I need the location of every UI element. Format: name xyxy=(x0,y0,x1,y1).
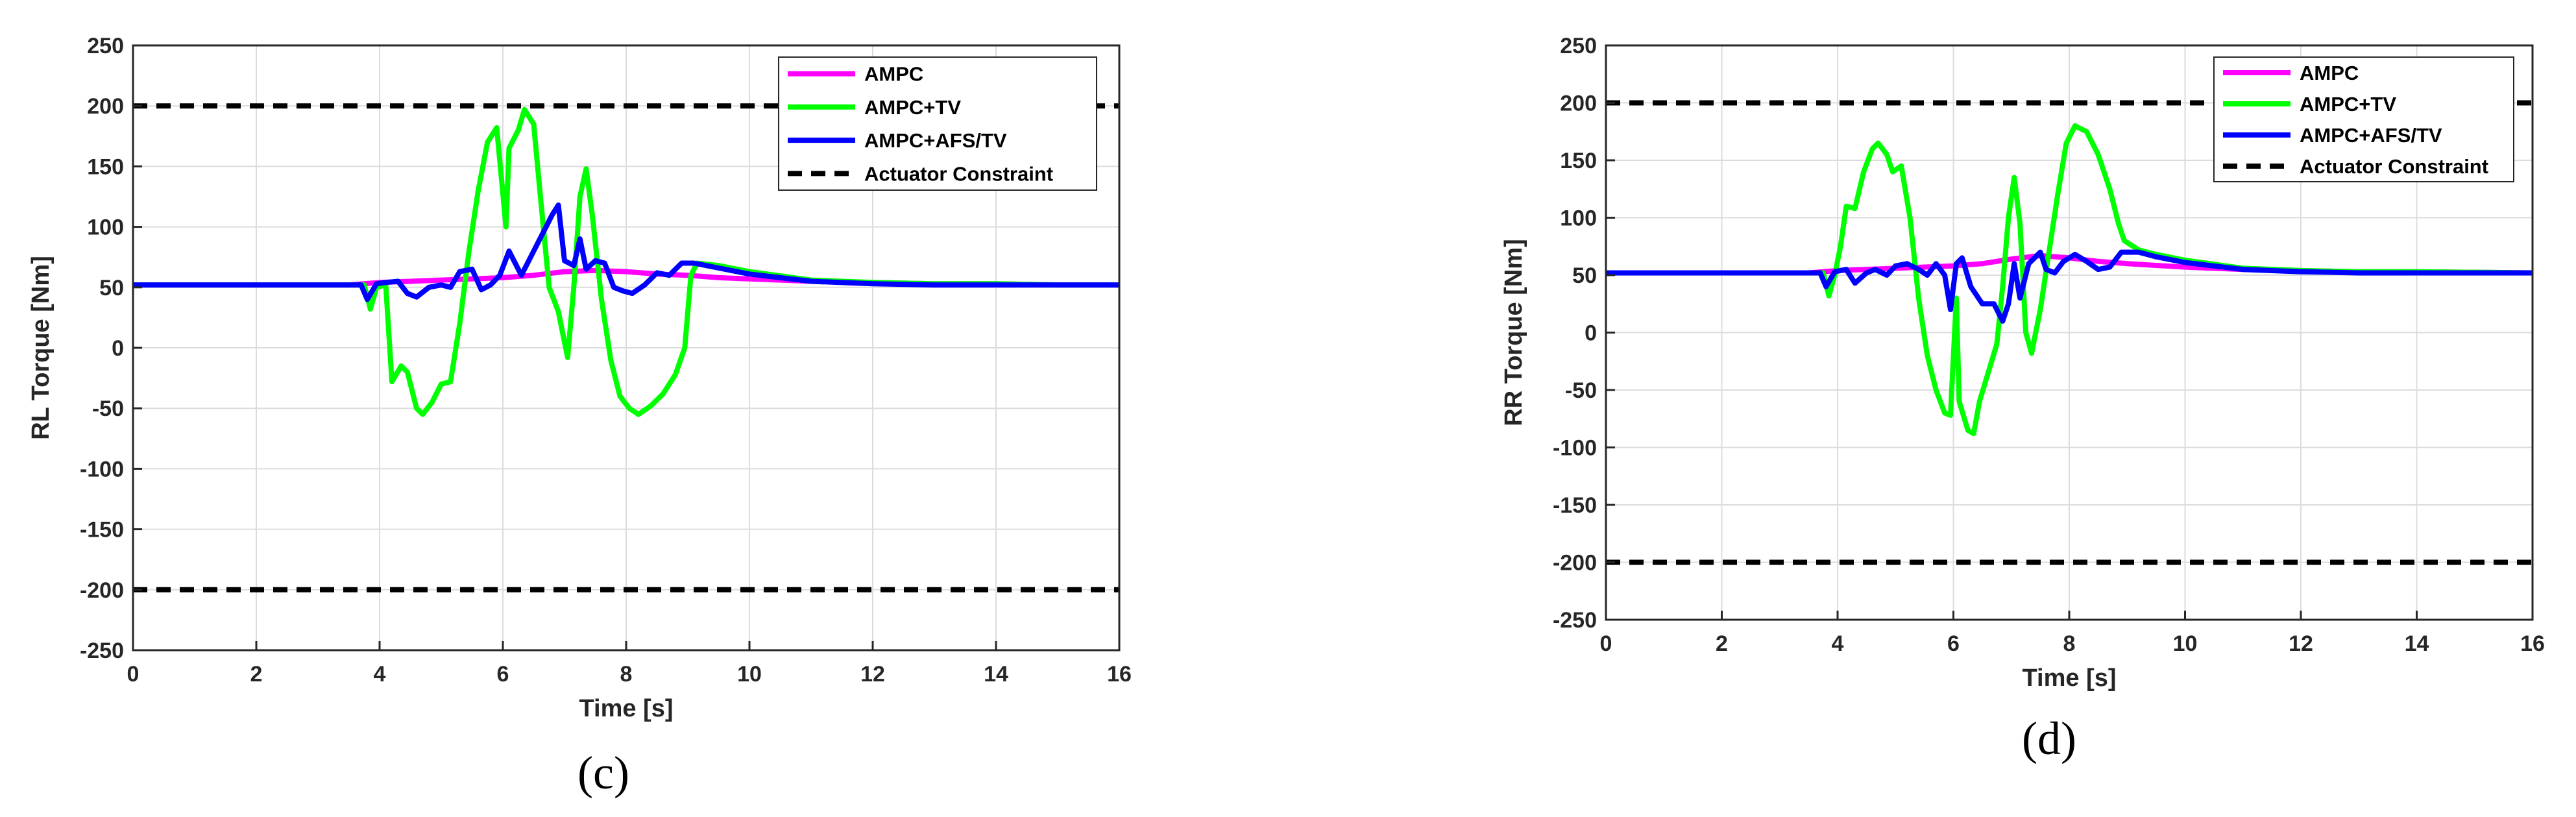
x-tick-label: 10 xyxy=(2173,631,2198,656)
y-axis-title: RR Torque [Nm] xyxy=(1500,239,1527,426)
y-tick-label: -150 xyxy=(80,518,124,543)
y-tick-label: -250 xyxy=(80,639,124,663)
figure-caption: (c) xyxy=(577,747,629,799)
y-tick-label: -150 xyxy=(1553,493,1597,518)
y-tick-label: 50 xyxy=(1572,263,1597,288)
y-tick-label: 0 xyxy=(112,336,124,361)
x-tick-label: 6 xyxy=(497,662,509,687)
figure-caption: (d) xyxy=(2022,713,2076,764)
x-tick-label: 2 xyxy=(250,662,263,687)
y-tick-label: 50 xyxy=(99,276,124,300)
y-tick-label: -50 xyxy=(1565,378,1597,403)
x-tick-label: 6 xyxy=(1947,631,1960,656)
x-tick-label: 0 xyxy=(127,662,140,687)
x-axis-title: Time [s] xyxy=(2022,665,2116,692)
x-tick-label: 12 xyxy=(2289,631,2313,656)
y-tick-label: 150 xyxy=(87,154,124,179)
legend-label: AMPC xyxy=(2300,62,2359,84)
y-tick-label: -50 xyxy=(92,396,124,421)
legend: AMPC AMPC+TV AMPC+AFS/TV Actuator Constrain… xyxy=(778,56,1097,191)
legend-label: AMPC+TV xyxy=(864,96,961,119)
legend-box xyxy=(2213,56,2514,182)
x-tick-label: 14 xyxy=(984,662,1008,687)
legend-label: Actuator Constraint xyxy=(2300,155,2488,178)
y-tick-label: 150 xyxy=(1560,149,1597,173)
y-tick-label: 200 xyxy=(1560,91,1597,116)
y-axis-title: RL Torque [Nm] xyxy=(27,256,55,440)
x-tick-label: 16 xyxy=(2520,631,2545,656)
x-tick-label: 2 xyxy=(1716,631,1728,656)
y-tick-label: -200 xyxy=(1553,551,1597,576)
series-ampc-afs-tv-line xyxy=(1606,249,2533,324)
legend-label: AMPC+AFS/TV xyxy=(2300,124,2442,147)
x-tick-label: 4 xyxy=(374,662,386,687)
legend: AMPC AMPC+TV AMPC+AFS/TV Actuator Constrain… xyxy=(2213,56,2514,182)
y-tick-label: 200 xyxy=(87,94,124,119)
x-tick-label: 14 xyxy=(2405,631,2429,656)
x-tick-label: 10 xyxy=(737,662,762,687)
x-axis-title: Time [s] xyxy=(579,695,673,722)
y-tick-label: 0 xyxy=(1585,321,1597,346)
legend-label: AMPC+AFS/TV xyxy=(864,129,1007,152)
series-group xyxy=(133,103,1119,592)
y-tick-label: 100 xyxy=(1560,206,1597,231)
y-tick-label: -200 xyxy=(80,578,124,603)
x-tick-label: 0 xyxy=(1600,631,1612,656)
x-tick-label: 16 xyxy=(1107,662,1132,687)
y-tick-label: -100 xyxy=(80,457,124,482)
chart-c: 0 2 4 6 8 10 12 14 16 -250 -200 -150 -100 -50 0 50 100 15… xyxy=(27,34,1132,799)
y-tick-label: 250 xyxy=(1560,34,1597,58)
x-tick-label: 8 xyxy=(620,662,633,687)
x-tick-label: 12 xyxy=(860,662,885,687)
y-tick-label: -100 xyxy=(1553,436,1597,461)
legend-label: Actuator Constraint xyxy=(864,162,1053,185)
chart-d: 0 2 4 6 8 10 12 14 16 -250 -200 -150 -100 -50 0 50 100 15… xyxy=(1500,34,2545,764)
y-tick-label: -250 xyxy=(1553,608,1597,633)
legend-label: AMPC+TV xyxy=(2300,93,2396,116)
series-ampc-afs-tv-line xyxy=(133,202,1119,302)
legend-label: AMPC xyxy=(864,63,923,86)
y-tick-label: 250 xyxy=(87,34,124,58)
x-tick-label: 4 xyxy=(1832,631,1844,656)
x-tick-label: 8 xyxy=(2063,631,2076,656)
series-ampc-tv-line xyxy=(1606,123,2533,437)
legend-box xyxy=(778,56,1097,191)
y-tick-label: 100 xyxy=(87,215,124,240)
